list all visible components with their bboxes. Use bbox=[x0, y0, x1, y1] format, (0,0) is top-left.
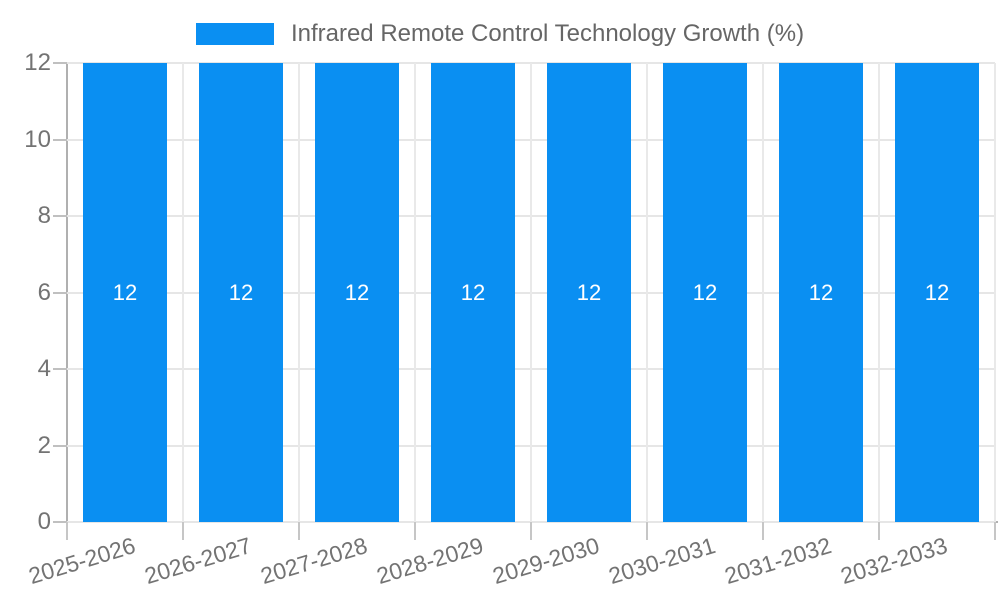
x-axis-tick-mark bbox=[762, 522, 764, 540]
gridline-vertical bbox=[530, 63, 532, 522]
x-axis-tick-label: 2026-2027 bbox=[141, 532, 255, 590]
x-axis-tick-mark bbox=[994, 522, 996, 540]
y-axis-tick-mark bbox=[53, 62, 67, 64]
y-axis-tick-mark bbox=[53, 444, 67, 447]
x-axis-tick-label: 2032-2033 bbox=[837, 532, 951, 590]
y-axis-tick-label: 0 bbox=[37, 508, 51, 535]
x-axis-tick-mark bbox=[530, 522, 532, 540]
bar-2025-2026[interactable] bbox=[83, 63, 167, 522]
x-axis-tick-label: 2029-2030 bbox=[489, 532, 603, 590]
x-axis-tick-mark bbox=[298, 522, 300, 540]
gridline-vertical bbox=[878, 63, 880, 522]
bar-value-label: 12 bbox=[692, 279, 718, 305]
y-axis-tick-mark bbox=[53, 291, 67, 294]
y-axis-tick-mark bbox=[53, 138, 67, 141]
bar-2028-2029[interactable] bbox=[431, 63, 515, 522]
y-axis-tick-mark bbox=[53, 215, 67, 217]
x-axis-tick-label: 2025-2026 bbox=[25, 532, 139, 590]
bar-value-label: 12 bbox=[112, 279, 138, 305]
x-axis-tick-mark bbox=[414, 522, 416, 540]
y-axis-tick-label: 10 bbox=[24, 125, 51, 153]
gridline-vertical bbox=[762, 63, 764, 522]
y-axis-tick-label: 2 bbox=[37, 431, 51, 459]
x-axis-tick-mark bbox=[66, 522, 68, 540]
y-axis-tick-label: 12 bbox=[24, 49, 51, 76]
bar-2030-2031[interactable] bbox=[663, 63, 747, 522]
bar-value-label: 12 bbox=[460, 279, 486, 305]
x-axis-tick-mark bbox=[182, 522, 184, 540]
gridline-vertical bbox=[414, 63, 416, 522]
bar-value-label: 12 bbox=[924, 279, 950, 305]
bar-value-label: 12 bbox=[344, 279, 370, 305]
bar-value-label: 12 bbox=[576, 279, 602, 305]
y-axis-tick-mark bbox=[53, 368, 67, 370]
y-axis-tick-label: 4 bbox=[37, 355, 51, 382]
gridline-vertical bbox=[182, 63, 184, 522]
bar-2032-2033[interactable] bbox=[895, 63, 979, 522]
bar-value-label: 12 bbox=[808, 279, 834, 305]
legend-item[interactable]: Infrared Remote Control Technology Growt… bbox=[195, 20, 805, 49]
x-axis-tick-label: 2028-2029 bbox=[373, 532, 487, 590]
legend: Infrared Remote Control Technology Growt… bbox=[0, 20, 1000, 49]
bar-2029-2030[interactable] bbox=[547, 63, 631, 522]
legend-label: Infrared Remote Control Technology Growt… bbox=[290, 20, 805, 47]
bar-value-label: 12 bbox=[228, 279, 254, 305]
y-axis-line bbox=[66, 63, 68, 540]
legend-swatch bbox=[195, 23, 274, 46]
gridline-vertical bbox=[994, 63, 996, 522]
bar-2027-2028[interactable] bbox=[315, 63, 399, 522]
x-axis-tick-mark bbox=[646, 522, 648, 540]
y-axis-tick-label: 8 bbox=[37, 202, 51, 229]
gridline-vertical bbox=[646, 63, 648, 522]
plot-area: 12 12 12 12 12 12 12 12 bbox=[67, 62, 996, 523]
y-axis-tick-mark bbox=[53, 521, 67, 523]
x-axis-tick-label: 2031-2032 bbox=[721, 532, 835, 590]
x-axis-tick-mark bbox=[878, 522, 880, 540]
bar-2031-2032[interactable] bbox=[779, 63, 863, 522]
gridline-vertical bbox=[298, 63, 300, 522]
bar-2026-2027[interactable] bbox=[199, 63, 283, 522]
x-axis-tick-label: 2030-2031 bbox=[605, 532, 719, 590]
x-axis-tick-label: 2027-2028 bbox=[257, 532, 371, 590]
y-axis-tick-label: 6 bbox=[37, 278, 51, 306]
